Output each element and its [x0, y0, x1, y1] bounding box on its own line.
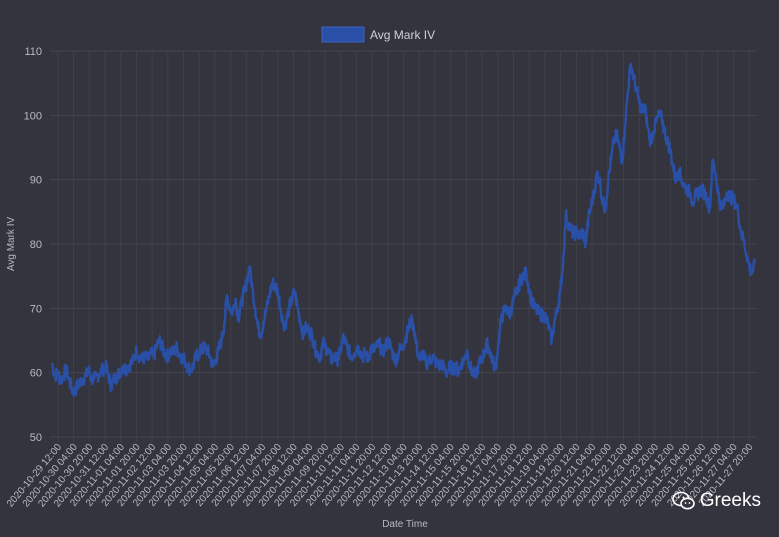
y-tick-label: 100 [24, 110, 42, 122]
series-line [50, 62, 757, 397]
legend[interactable]: Avg Mark IV [321, 26, 435, 43]
watermark-text: Greeks [699, 490, 761, 511]
y-axis-title: Avg Mark IV [6, 217, 17, 272]
y-tick-label: 80 [30, 239, 42, 251]
y-tick-label: 90 [30, 175, 42, 187]
wechat-icon [671, 491, 695, 510]
x-axis-title: Date Time [382, 519, 428, 530]
y-tick-label: 110 [24, 46, 42, 58]
watermark: Greeks [671, 490, 761, 512]
y-axis-ticks: 50 60 70 80 90 100 110 [24, 46, 42, 444]
grid [50, 50, 757, 442]
y-tick-label: 50 [30, 432, 42, 444]
series-layer [50, 62, 757, 397]
y-tick-label: 70 [30, 303, 42, 315]
legend-label[interactable]: Avg Mark IV [370, 28, 435, 42]
y-tick-label: 60 [30, 368, 42, 380]
legend-swatch[interactable] [321, 26, 365, 43]
